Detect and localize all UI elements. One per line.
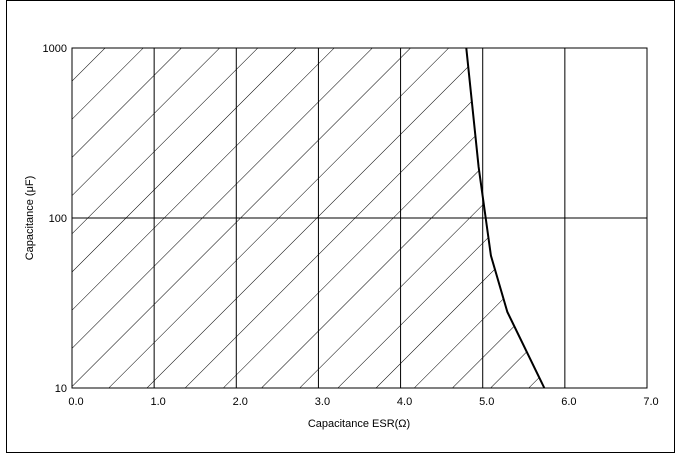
plot-border: [71, 47, 648, 389]
x-tick-label: 5.0: [479, 396, 494, 408]
x-tick-label: 3.0: [315, 396, 330, 408]
y-tick-labels: 10 100 1000: [43, 43, 67, 395]
x-tick-label: 1.0: [150, 396, 165, 408]
grid-layer: [72, 48, 647, 388]
boundary-layer: [465, 47, 546, 389]
boundary-curve: [465, 47, 546, 389]
x-tick-label: 7.0: [643, 396, 658, 408]
y-axis-label: Capacitance (μF): [24, 176, 36, 261]
y-tick-label: 10: [55, 383, 67, 395]
y-tick-label: 1000: [43, 43, 67, 55]
x-tick-label: 6.0: [561, 396, 576, 408]
x-axis-label: Capacitance ESR(Ω): [308, 418, 410, 430]
x-tick-label: 2.0: [233, 396, 248, 408]
x-tick-label: 0.0: [68, 396, 83, 408]
x-tick-label: 4.0: [397, 396, 412, 408]
figure-frame: [6, 0, 675, 453]
x-tick-labels: 0.0 1.0 2.0 3.0 4.0 5.0 6.0 7.0: [68, 396, 658, 408]
y-tick-label: 100: [49, 213, 67, 225]
